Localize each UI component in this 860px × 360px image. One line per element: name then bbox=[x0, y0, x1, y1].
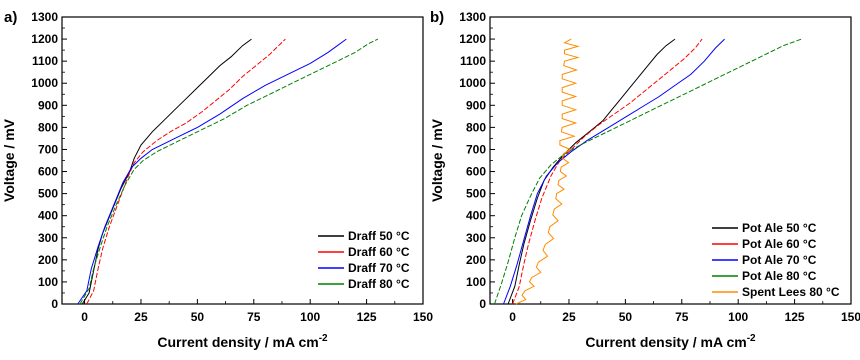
x-tick-label: 50 bbox=[619, 310, 633, 324]
series-line bbox=[494, 38, 802, 305]
x-axis-title: Current density / mA cm-2 bbox=[585, 333, 756, 350]
x-tick-label: 150 bbox=[413, 310, 433, 324]
x-tick-label: 0 bbox=[81, 310, 88, 324]
legend-label: Draff 70 °C bbox=[348, 261, 410, 275]
y-tick-label: 500 bbox=[466, 187, 486, 201]
legend-label: Pot Ale 60 °C bbox=[742, 237, 817, 251]
series-line bbox=[507, 38, 676, 305]
panel-a: 0100200300400500600700800900100011001200… bbox=[1, 9, 433, 350]
legend-label: Pot Ale 80 °C bbox=[742, 269, 817, 283]
y-tick-label: 300 bbox=[466, 231, 486, 245]
y-tick-label: 400 bbox=[466, 209, 486, 223]
y-axis-title: Voltage / mV bbox=[1, 118, 17, 202]
x-axis-title-main: Current density / mA cm bbox=[157, 334, 318, 350]
y-tick-label: 0 bbox=[479, 297, 486, 311]
series-line bbox=[86, 38, 286, 305]
panel-label: a) bbox=[4, 9, 17, 26]
x-axis-title-main: Current density / mA cm bbox=[585, 334, 746, 350]
y-tick-label: 1200 bbox=[459, 32, 486, 46]
y-tick-label: 0 bbox=[51, 297, 58, 311]
x-tick-label: 75 bbox=[247, 310, 261, 324]
y-tick-label: 300 bbox=[38, 231, 58, 245]
panel-b: 0100200300400500600700800900100011001200… bbox=[429, 9, 860, 350]
y-tick-label: 1000 bbox=[31, 76, 58, 90]
y-tick-label: 400 bbox=[38, 209, 58, 223]
y-tick-label: 800 bbox=[38, 120, 58, 134]
y-tick-label: 1000 bbox=[459, 76, 486, 90]
y-tick-label: 100 bbox=[466, 275, 486, 289]
legend-label: Spent Lees 80 °C bbox=[742, 285, 840, 299]
y-tick-label: 1100 bbox=[460, 54, 486, 68]
series-line bbox=[515, 38, 580, 305]
series-line bbox=[79, 38, 379, 305]
legend-label: Pot Ale 50 °C bbox=[742, 221, 817, 235]
y-tick-label: 800 bbox=[466, 120, 486, 134]
y-tick-label: 600 bbox=[38, 165, 58, 179]
y-tick-label: 600 bbox=[466, 165, 486, 179]
x-axis-title: Current density / mA cm-2 bbox=[157, 333, 328, 350]
y-axis-title: Voltage / mV bbox=[429, 118, 445, 202]
x-tick-label: 100 bbox=[728, 310, 748, 324]
series-line bbox=[81, 38, 252, 305]
legend-label: Pot Ale 70 °C bbox=[742, 253, 817, 267]
legend-label: Draff 50 °C bbox=[348, 229, 410, 243]
y-tick-label: 1200 bbox=[31, 32, 58, 46]
y-tick-label: 200 bbox=[38, 253, 58, 267]
x-tick-label: 125 bbox=[785, 310, 805, 324]
legend-label: Draff 60 °C bbox=[348, 245, 410, 259]
y-tick-label: 500 bbox=[38, 187, 58, 201]
y-tick-label: 100 bbox=[38, 275, 58, 289]
y-tick-label: 900 bbox=[466, 98, 486, 112]
y-tick-label: 1300 bbox=[459, 10, 486, 24]
x-axis-title-superscript: -2 bbox=[747, 333, 756, 344]
x-tick-label: 150 bbox=[841, 310, 860, 324]
x-tick-label: 100 bbox=[300, 310, 320, 324]
y-tick-label: 1300 bbox=[31, 10, 58, 24]
y-tick-label: 900 bbox=[38, 98, 58, 112]
panel-label: b) bbox=[430, 9, 444, 26]
x-axis-title-superscript: -2 bbox=[319, 333, 328, 344]
y-tick-label: 700 bbox=[38, 142, 58, 156]
y-tick-label: 1100 bbox=[32, 54, 58, 68]
x-tick-label: 25 bbox=[562, 310, 576, 324]
series-line bbox=[512, 38, 703, 305]
series-line bbox=[503, 38, 725, 305]
y-tick-label: 700 bbox=[466, 142, 486, 156]
series-line bbox=[77, 38, 347, 305]
x-tick-label: 75 bbox=[675, 310, 689, 324]
legend-label: Draff 80 °C bbox=[348, 277, 410, 291]
x-tick-label: 125 bbox=[357, 310, 377, 324]
x-tick-label: 0 bbox=[509, 310, 516, 324]
x-tick-label: 50 bbox=[191, 310, 205, 324]
y-tick-label: 200 bbox=[466, 253, 486, 267]
x-tick-label: 25 bbox=[134, 310, 148, 324]
